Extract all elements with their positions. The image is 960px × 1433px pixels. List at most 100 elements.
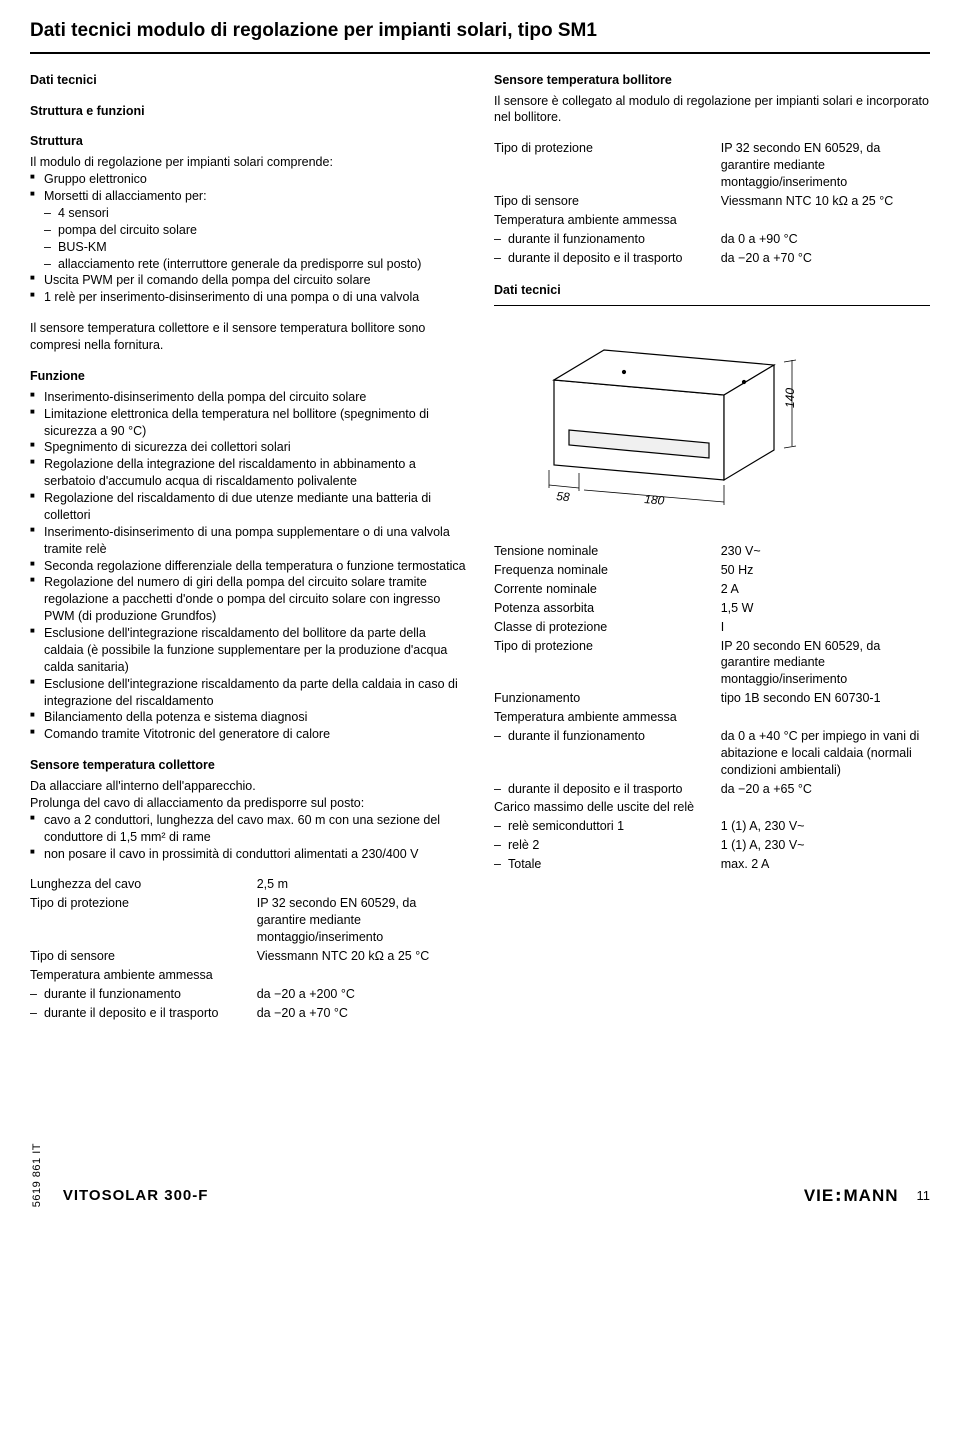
spec-value: da −20 a +70 °C: [257, 1005, 466, 1024]
list-item: Gruppo elettronico: [30, 171, 466, 188]
spec-label: durante il deposito e il trasporto: [494, 781, 721, 800]
spec-value: IP 20 secondo EN 60529, da garantire med…: [721, 638, 930, 691]
spec-value: 1 (1) A, 230 V~: [721, 837, 930, 856]
list-item: 1 relè per inserimento-disinserimento di…: [30, 289, 466, 306]
spec-label: durante il funzionamento: [30, 986, 257, 1005]
spec-value: da −20 a +200 °C: [257, 986, 466, 1005]
spec-value: da 0 a +90 °C: [721, 231, 930, 250]
spec-label: Temperatura ambiente ammessa: [30, 967, 257, 986]
list-item: Regolazione della integrazione del risca…: [30, 456, 466, 490]
spec-label: durante il deposito e il trasporto: [494, 250, 721, 269]
spec-label: Funzionamento: [494, 690, 721, 709]
left-column: Dati tecnici Struttura e funzioni Strutt…: [30, 72, 466, 1024]
spec-value: 1 (1) A, 230 V~: [721, 818, 930, 837]
brand-part: VIE: [804, 1185, 834, 1208]
spec-label: Tensione nominale: [494, 543, 721, 562]
spec-value: Viessmann NTC 20 kΩ a 25 °C: [257, 948, 466, 967]
spec-value: Viessmann NTC 10 kΩ a 25 °C: [721, 193, 930, 212]
spec-label: durante il funzionamento: [494, 231, 721, 250]
list-item: Esclusione dell'integrazione riscaldamen…: [30, 676, 466, 710]
heading-dati-tecnici: Dati tecnici: [30, 72, 466, 89]
list-item: Inserimento-disinserimento della pompa d…: [30, 389, 466, 406]
spec-label: Temperatura ambiente ammessa: [494, 212, 721, 231]
spec-value: da 0 a +40 °C per impiego in vani di abi…: [721, 728, 930, 781]
list-item: Esclusione dell'integrazione riscaldamen…: [30, 625, 466, 676]
text-intro: Il modulo di regolazione per impianti so…: [30, 154, 466, 171]
list-item: Regolazione del numero di giri della pom…: [30, 574, 466, 625]
brand-logo: VIE ▪▪ MANN: [804, 1185, 899, 1208]
heading-struttura-funzioni: Struttura e funzioni: [30, 103, 466, 120]
spec-label: Tipo di sensore: [30, 948, 257, 967]
spec-label: Temperatura ambiente ammessa: [494, 709, 721, 728]
spec-value: 1,5 W: [721, 600, 930, 619]
content-columns: Dati tecnici Struttura e funzioni Strutt…: [30, 72, 930, 1024]
spec-table-bollitore: Tipo di protezioneIP 32 secondo EN 60529…: [494, 140, 930, 268]
list-item: Inserimento-disinserimento di una pompa …: [30, 524, 466, 558]
list-item: cavo a 2 conduttori, lunghezza del cavo …: [30, 812, 466, 846]
spec-label: Tipo di protezione: [494, 638, 721, 691]
spec-value: tipo 1B secondo EN 60730-1: [721, 690, 930, 709]
list-item: Comando tramite Vitotronic del generator…: [30, 726, 466, 743]
list-item: Spegnimento di sicurezza dei collettori …: [30, 439, 466, 456]
list-item: Limitazione elettronica della temperatur…: [30, 406, 466, 440]
spec-label: Totale: [494, 856, 721, 875]
heading-struttura: Struttura: [30, 133, 466, 150]
spec-label: relè 2: [494, 837, 721, 856]
document-id: 5619 861 IT: [30, 1143, 45, 1207]
spec-label: durante il deposito e il trasporto: [30, 1005, 257, 1024]
heading-funzione: Funzione: [30, 368, 466, 385]
list-item: Uscita PWM per il comando della pompa de…: [30, 272, 466, 289]
list-item: Regolazione del riscaldamento di due ute…: [30, 490, 466, 524]
list-item-label: Morsetti di allacciamento per:: [44, 189, 207, 203]
spec-label: Tipo di protezione: [30, 895, 257, 948]
spec-table-module: Tensione nominale230 V~ Frequenza nomina…: [494, 543, 930, 875]
spec-value: da −20 a +70 °C: [721, 250, 930, 269]
text: Da allacciare all'interno dell'apparecch…: [30, 778, 466, 795]
spec-label: Lunghezza del cavo: [30, 876, 257, 895]
right-column: Sensore temperatura bollitore Il sensore…: [494, 72, 930, 1024]
spec-table-collettore: Lunghezza del cavo2,5 m Tipo di protezio…: [30, 876, 466, 1023]
spec-value: I: [721, 619, 930, 638]
spec-value: max. 2 A: [721, 856, 930, 875]
spec-value: 230 V~: [721, 543, 930, 562]
page-number: 11: [917, 1187, 931, 1205]
text-note: Il sensore temperatura collettore e il s…: [30, 320, 466, 354]
page-title: Dati tecnici modulo di regolazione per i…: [30, 18, 930, 54]
spec-value: IP 32 secondo EN 60529, da garantire med…: [257, 895, 466, 948]
list-item: Morsetti di allacciamento per: 4 sensori…: [30, 188, 466, 272]
dim-width: 58: [556, 489, 571, 504]
heading-dati-tecnici-2: Dati tecnici: [494, 282, 930, 299]
heading-sensore-collettore: Sensore temperatura collettore: [30, 757, 466, 774]
spec-label: Carico massimo delle uscite del relè: [494, 799, 721, 818]
list-item: Seconda regolazione differenziale della …: [30, 558, 466, 575]
product-name: VITOSOLAR 300-F: [63, 1186, 209, 1206]
spec-label: Potenza assorbita: [494, 600, 721, 619]
heading-sensore-bollitore: Sensore temperatura bollitore: [494, 72, 930, 89]
brand-squares-icon: ▪▪: [836, 1190, 841, 1203]
spec-label: Tipo di sensore: [494, 193, 721, 212]
page-footer: 5619 861 IT VITOSOLAR 300-F VIE ▪▪ MANN …: [30, 1143, 930, 1219]
spec-label: Frequenza nominale: [494, 562, 721, 581]
brand-part: MANN: [844, 1185, 899, 1208]
list-item: pompa del circuito solare: [44, 222, 466, 239]
list-item: BUS-KM: [44, 239, 466, 256]
list-item: 4 sensori: [44, 205, 466, 222]
list-item: Bilanciamento della potenza e sistema di…: [30, 709, 466, 726]
text: Prolunga del cavo di allacciamento da pr…: [30, 795, 466, 812]
spec-value: da −20 a +65 °C: [721, 781, 930, 800]
spec-label: Classe di protezione: [494, 619, 721, 638]
divider: [494, 305, 930, 306]
spec-value: 50 Hz: [721, 562, 930, 581]
dim-depth: 180: [644, 492, 665, 508]
spec-label: Tipo di protezione: [494, 140, 721, 193]
text: Il sensore è collegato al modulo di rego…: [494, 93, 930, 127]
dim-height: 140: [783, 388, 797, 408]
spec-value: 2,5 m: [257, 876, 466, 895]
spec-value: IP 32 secondo EN 60529, da garantire med…: [721, 140, 930, 193]
spec-value: 2 A: [721, 581, 930, 600]
spec-label: relè semiconduttori 1: [494, 818, 721, 837]
module-dimension-diagram: 58 180 140: [494, 320, 930, 525]
spec-label: Corrente nominale: [494, 581, 721, 600]
list-item: non posare il cavo in prossimità di cond…: [30, 846, 466, 863]
spec-label: durante il funzionamento: [494, 728, 721, 781]
